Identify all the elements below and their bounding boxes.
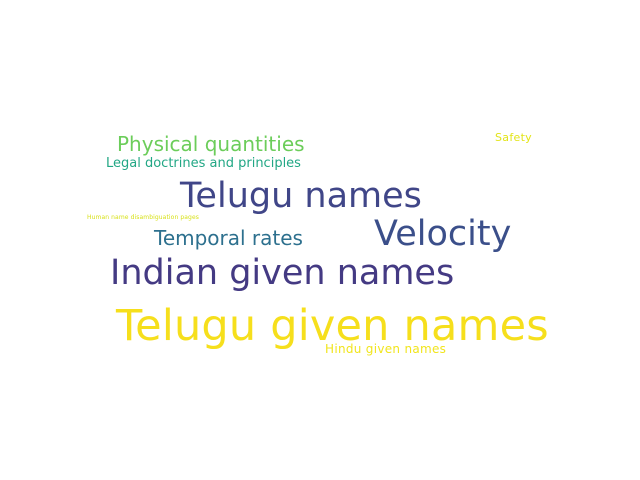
word-temporal-rates: Temporal rates xyxy=(154,226,303,250)
word-human-name-disambiguation-pages: Human name disambiguation pages xyxy=(87,214,199,221)
word-physical-quantities: Physical quantities xyxy=(117,132,305,156)
word-hindu-given-names: Hindu given names xyxy=(325,342,447,356)
word-indian-given-names: Indian given names xyxy=(110,253,455,293)
word-telugu-names: Telugu names xyxy=(180,176,422,216)
word-telugu-given-names: Telugu given names xyxy=(116,301,549,351)
word-velocity: Velocity xyxy=(374,214,512,254)
word-safety: Safety xyxy=(495,131,532,144)
word-legal-doctrines-and-principles: Legal doctrines and principles xyxy=(106,156,301,171)
